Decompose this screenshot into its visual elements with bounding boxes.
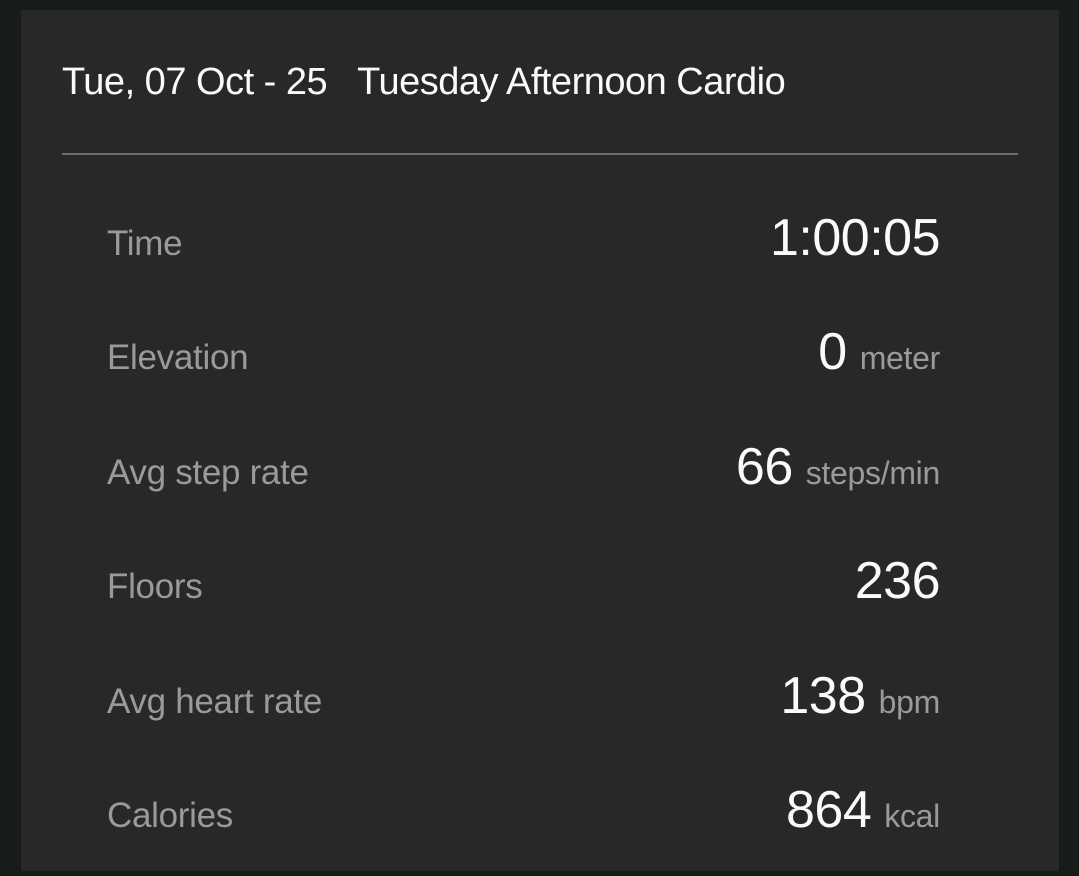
stat-value-group: 1:00:05 [770, 207, 941, 269]
stats-list: Time 1:00:05 Elevation 0 meter Avg step … [21, 207, 1059, 841]
stat-value: 1:00:05 [770, 209, 941, 267]
stat-label: Avg heart rate [107, 681, 323, 721]
stat-value-group: 66 steps/min [736, 436, 940, 498]
workout-summary-card[interactable]: Tue, 07 Oct - 25 Tuesday Afternoon Cardi… [21, 10, 1059, 871]
stat-row-avg-heart-rate: Avg heart rate 138 bpm [107, 665, 940, 727]
workout-title: Tuesday Afternoon Cardio [357, 61, 786, 103]
stat-value: 0 [818, 323, 847, 382]
stat-label: Floors [107, 567, 203, 607]
stat-value: 138 [780, 666, 866, 725]
stat-value-group: 236 [854, 550, 941, 612]
stat-value-group: 864 kcal [786, 779, 940, 841]
stat-label: Time [107, 224, 183, 263]
stat-label: Avg step rate [107, 452, 309, 492]
stat-row-avg-step-rate: Avg step rate 66 steps/min [107, 436, 940, 498]
stat-row-floors: Floors 236 [107, 550, 941, 612]
stat-value: 236 [854, 552, 941, 611]
stat-value: 864 [786, 780, 872, 839]
stat-value: 66 [735, 437, 793, 496]
stat-label: Elevation [107, 338, 249, 378]
stat-unit: meter [859, 340, 941, 377]
card-header: Tue, 07 Oct - 25 Tuesday Afternoon Cardi… [62, 63, 1018, 101]
stat-row-elevation: Elevation 0 meter [107, 321, 940, 383]
stat-row-calories: Calories 864 kcal [107, 779, 940, 841]
stat-row-time: Time 1:00:05 [107, 207, 941, 269]
stat-value-group: 138 bpm [780, 665, 940, 727]
stat-label: Calories [107, 795, 233, 835]
stat-unit: steps/min [805, 454, 941, 491]
divider [62, 153, 1018, 155]
stat-unit: kcal [884, 797, 940, 834]
stat-value-group: 0 meter [818, 321, 940, 383]
workout-date: Tue, 07 Oct - 25 [62, 61, 328, 103]
stat-unit: bpm [878, 683, 941, 720]
